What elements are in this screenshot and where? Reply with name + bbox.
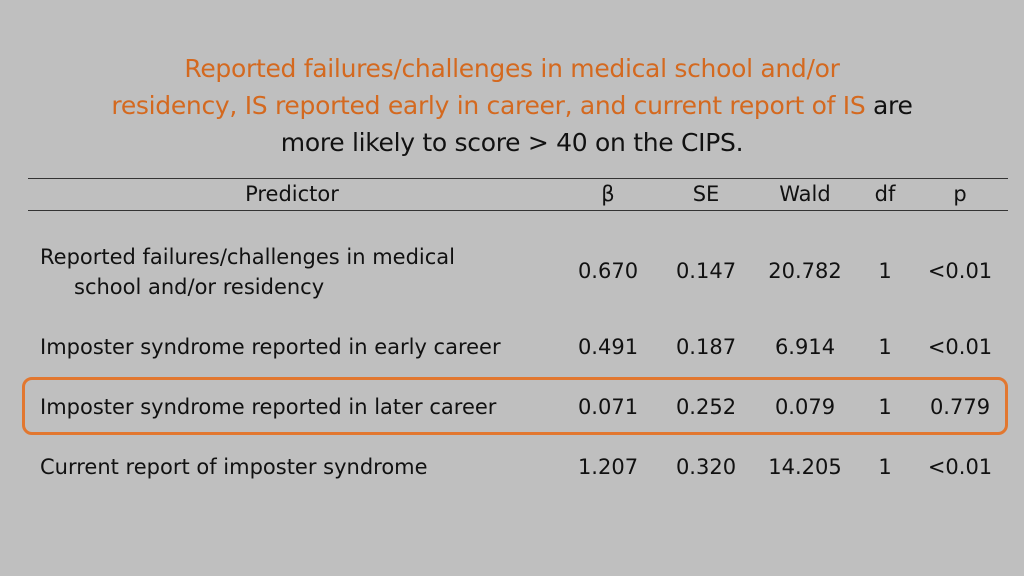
row-predictor-line-2: school and/or residency bbox=[74, 275, 325, 299]
row-p: 0.779 bbox=[929, 395, 991, 419]
header-predictor: Predictor bbox=[245, 182, 339, 206]
header-df: df bbox=[874, 182, 896, 206]
header-p: p bbox=[953, 182, 967, 206]
row-beta: 0.491 bbox=[577, 335, 639, 359]
row-wald: 6.914 bbox=[774, 335, 836, 359]
header-wald: Wald bbox=[779, 182, 831, 206]
header-se: SE bbox=[692, 182, 720, 206]
table-header-rule bbox=[28, 210, 1008, 211]
row-se: 0.147 bbox=[675, 259, 737, 283]
row-predictor: Current report of imposter syndrome bbox=[40, 455, 428, 479]
table-top-rule bbox=[28, 178, 1008, 179]
row-df: 1 bbox=[878, 259, 892, 283]
slide-title: Reported failures/challenges in medical … bbox=[0, 50, 1024, 161]
row-df: 1 bbox=[878, 395, 892, 419]
header-beta: β bbox=[601, 182, 615, 206]
row-se: 0.252 bbox=[675, 395, 737, 419]
row-predictor: Reported failures/challenges in medical … bbox=[40, 242, 520, 302]
row-p: <0.01 bbox=[927, 335, 993, 359]
row-wald: 0.079 bbox=[774, 395, 836, 419]
row-predictor: Imposter syndrome reported in early care… bbox=[40, 335, 501, 359]
title-line-2-tail: are bbox=[865, 91, 913, 120]
row-se: 0.187 bbox=[675, 335, 737, 359]
row-p: <0.01 bbox=[927, 259, 993, 283]
title-line-3: more likely to score > 40 on the CIPS. bbox=[280, 128, 744, 157]
row-predictor-line-1: Reported failures/challenges in medical bbox=[40, 245, 455, 269]
row-beta: 1.207 bbox=[577, 455, 639, 479]
row-wald: 20.782 bbox=[768, 259, 842, 283]
row-beta: 0.670 bbox=[577, 259, 639, 283]
title-line-2-highlight: residency, IS reported early in career, … bbox=[111, 91, 866, 120]
row-wald: 14.205 bbox=[768, 455, 842, 479]
row-beta: 0.071 bbox=[577, 395, 639, 419]
row-df: 1 bbox=[878, 455, 892, 479]
row-predictor: Imposter syndrome reported in later care… bbox=[40, 395, 497, 419]
row-se: 0.320 bbox=[675, 455, 737, 479]
title-line-1: Reported failures/challenges in medical … bbox=[184, 54, 840, 83]
row-df: 1 bbox=[878, 335, 892, 359]
row-p: <0.01 bbox=[927, 455, 993, 479]
highlight-box bbox=[22, 377, 1008, 435]
